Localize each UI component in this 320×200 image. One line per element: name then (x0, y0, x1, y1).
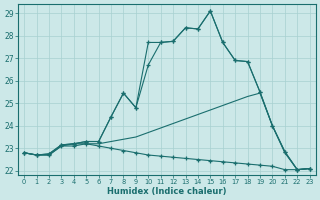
X-axis label: Humidex (Indice chaleur): Humidex (Indice chaleur) (107, 187, 227, 196)
